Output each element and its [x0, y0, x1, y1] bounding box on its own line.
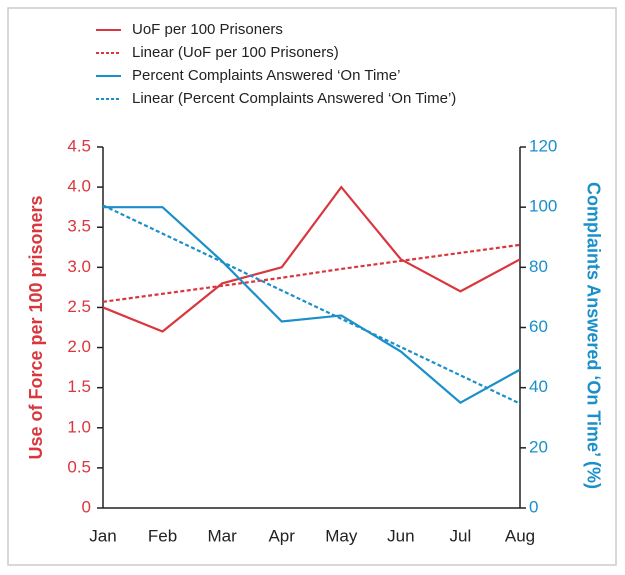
- y2-tick-label: 40: [529, 377, 548, 396]
- legend-label: Percent Complaints Answered ‘On Time’: [132, 67, 400, 84]
- y-tick-label: 4.5: [67, 136, 91, 155]
- x-tick-label: Jun: [387, 526, 414, 545]
- y-tick-label: 2.5: [67, 297, 91, 316]
- trend-line: [102, 204, 521, 405]
- series-line: [102, 185, 521, 333]
- y2-tick-label: 0: [529, 497, 538, 516]
- x-tick-label: Aug: [505, 526, 535, 545]
- x-tick-label: Apr: [268, 526, 295, 545]
- y2-tick-label: 80: [529, 257, 548, 276]
- x-tick-label: Mar: [208, 526, 238, 545]
- x-tick-label: Jul: [450, 526, 472, 545]
- y-tick-label: 3.5: [67, 217, 91, 236]
- y2-axis-title: Complaints Answered ‘On Time’ (%): [583, 182, 603, 489]
- y2-tick-label: 120: [529, 136, 557, 155]
- legend-label: UoF per 100 Prisoners: [132, 21, 283, 38]
- x-tick-label: May: [325, 526, 358, 545]
- y2-tick-label: 60: [529, 317, 548, 336]
- y-axis-title: Use of Force per 100 prisoners: [26, 195, 46, 459]
- x-tick-label: Jan: [89, 526, 116, 545]
- legend-label: Linear (Percent Complaints Answered ‘On …: [132, 90, 456, 107]
- y-tick-label: 3.0: [67, 257, 91, 276]
- x-tick-label: Feb: [148, 526, 177, 545]
- y2-tick-label: 100: [529, 197, 557, 216]
- y-tick-label: 0.5: [67, 457, 91, 476]
- series-line: [103, 206, 521, 405]
- y-tick-label: 1.5: [67, 377, 91, 396]
- y-tick-label: 1.0: [67, 417, 91, 436]
- y2-tick-label: 20: [529, 437, 548, 456]
- frame: [7, 7, 617, 566]
- y-tick-label: 2.0: [67, 337, 91, 356]
- trend-line: [102, 243, 521, 303]
- y-tick-label: 4.0: [67, 177, 91, 196]
- y-tick-label: 0: [82, 497, 91, 516]
- legend-label: Linear (UoF per 100 Prisoners): [132, 44, 339, 61]
